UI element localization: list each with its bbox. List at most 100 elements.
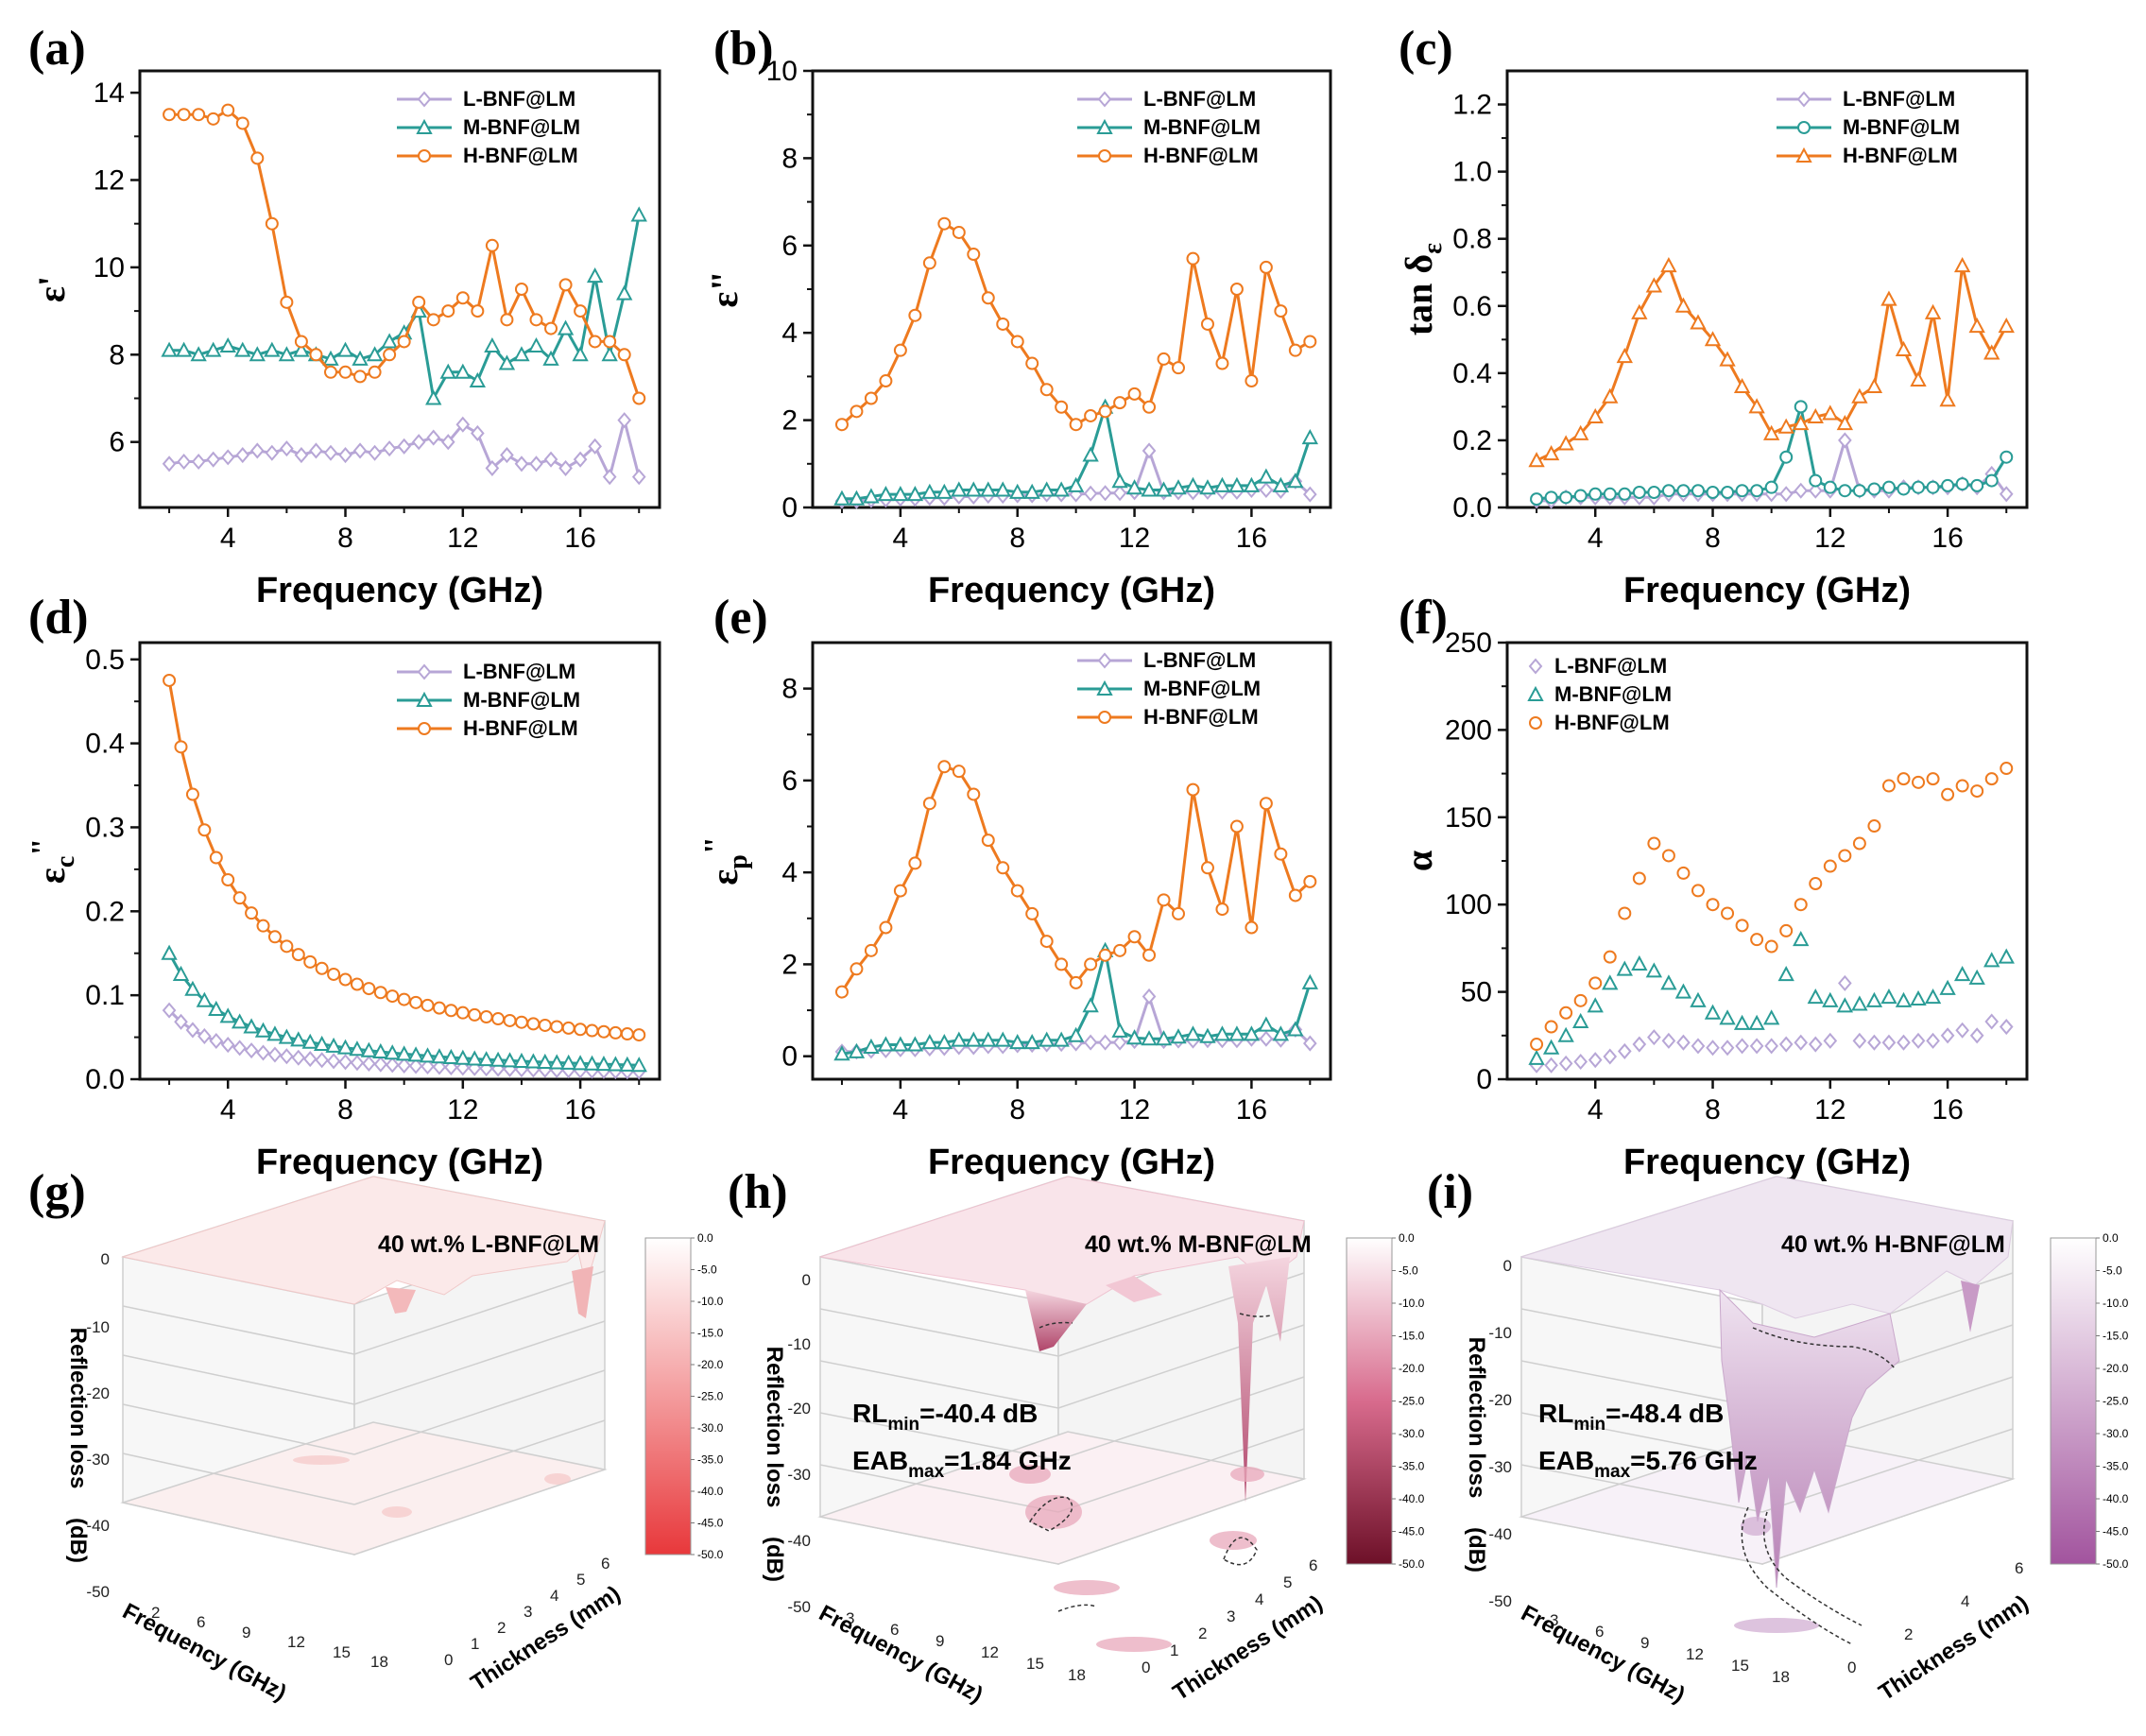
data-point-H-BNF@LM xyxy=(879,374,893,388)
data-point-H-BNF@LM xyxy=(632,391,646,405)
colorbar-tick-label: -5.0 xyxy=(2103,1264,2122,1278)
data-point-M-BNF@LM xyxy=(1023,483,1040,499)
x-tick-label: 16 xyxy=(1236,523,1267,554)
legend-marker xyxy=(1097,91,1112,108)
data-point-H-BNF@LM xyxy=(1647,836,1661,851)
data-point-H-BNF@LM xyxy=(1603,950,1617,964)
h-eab-value: =1.84 GHz xyxy=(944,1446,1072,1475)
data-point-M-BNF@LM xyxy=(1851,995,1868,1011)
h-rl-value: =-40.4 dB xyxy=(919,1399,1038,1428)
data-point-H-BNF@LM xyxy=(471,304,485,318)
colorbar-tick-label: -45.0 xyxy=(2103,1525,2129,1538)
h-xtick: 15 xyxy=(1026,1655,1044,1673)
i-xtick: 9 xyxy=(1640,1634,1649,1652)
data-point-H-BNF@LM xyxy=(338,365,352,379)
data-point-M-BNF@LM xyxy=(1572,1012,1589,1029)
data-point-L-BNF@LM xyxy=(1838,974,1852,991)
data-point-M-BNF@LM xyxy=(1243,476,1261,492)
data-point-M-BNF@LM xyxy=(484,336,501,353)
x-tick-label: 8 xyxy=(1705,1094,1721,1126)
colorbar-tick-label: -5.0 xyxy=(697,1263,717,1277)
h-ztick: 0 xyxy=(802,1271,811,1289)
data-point-M-BNF@LM xyxy=(264,341,281,357)
g-surface xyxy=(121,1176,606,1305)
h-eab-sub: max xyxy=(908,1462,944,1482)
data-point-H-BNF@LM xyxy=(1069,975,1083,989)
data-point-L-BNF@LM xyxy=(529,455,543,473)
data-point-H-BNF@LM xyxy=(1924,303,1942,319)
data-point-L-BNF@LM xyxy=(373,1056,388,1073)
data-point-M-BNF@LM xyxy=(293,341,310,357)
data-point-H-BNF@LM xyxy=(444,1004,458,1018)
colorbar-tick-label: -50.0 xyxy=(1399,1557,1425,1571)
data-point-H-BNF@LM xyxy=(232,891,247,905)
data-point-H-BNF@LM xyxy=(952,225,966,239)
data-point-H-BNF@LM xyxy=(1836,415,1854,431)
legend-label: M-BNF@LM xyxy=(463,115,580,139)
i-zlabel: Reflection loss xyxy=(1464,1337,1489,1499)
panel-label-g: (g) xyxy=(28,1165,86,1219)
data-point-M-BNF@LM xyxy=(381,333,398,349)
data-point-H-BNF@LM xyxy=(163,673,177,687)
data-point-H-BNF@LM xyxy=(922,797,936,811)
data-point-M-BNF@LM xyxy=(1287,473,1304,489)
data-point-M-BNF@LM xyxy=(175,341,193,357)
data-point-M-BNF@LM xyxy=(1750,484,1764,498)
data-point-H-BNF@LM xyxy=(1010,884,1024,898)
data-point-H-BNF@LM xyxy=(294,335,308,349)
panel-a: (a) 4 8 12 16 6 8 10 12 14 Frequency (GHz) ε' L-BNF@… xyxy=(28,22,661,610)
data-point-H-BNF@LM xyxy=(327,967,341,981)
i-floor-contour-1 xyxy=(1741,1506,1853,1645)
data-point-H-BNF@LM xyxy=(455,291,470,305)
g-ztick: -30 xyxy=(86,1451,110,1469)
data-point-M-BNF@LM xyxy=(1793,931,1810,947)
data-point-H-BNF@LM xyxy=(1055,400,1069,414)
data-point-L-BNF@LM xyxy=(291,1049,306,1066)
data-point-H-BNF@LM xyxy=(1910,370,1927,387)
data-point-L-BNF@LM xyxy=(440,434,455,451)
data-point-M-BNF@LM xyxy=(161,341,178,357)
data-point-M-BNF@LM xyxy=(1910,989,1927,1006)
data-point-H-BNF@LM xyxy=(323,365,337,379)
data-point-L-BNF@LM xyxy=(368,444,382,461)
data-point-H-BNF@LM xyxy=(1721,906,1735,920)
legend-marker xyxy=(1529,716,1542,730)
h-rl-sub: min xyxy=(887,1415,919,1435)
data-point-L-BNF@LM xyxy=(543,451,558,468)
data-point-H-BNF@LM xyxy=(1542,445,1560,461)
data-point-M-BNF@LM xyxy=(266,1025,283,1041)
data-point-M-BNF@LM xyxy=(1779,450,1794,464)
data-point-H-BNF@LM xyxy=(383,348,397,362)
legend-marker xyxy=(417,91,432,108)
data-point-H-BNF@LM xyxy=(1113,396,1127,410)
y-tick-label: 200 xyxy=(1445,714,1492,746)
data-point-M-BNF@LM xyxy=(278,346,296,362)
data-point-H-BNF@LM xyxy=(1895,340,1913,356)
data-point-M-BNF@LM xyxy=(336,341,354,357)
h-xtick: 12 xyxy=(981,1643,999,1661)
plot-frame xyxy=(138,641,661,1081)
data-point-H-BNF@LM xyxy=(1200,317,1214,331)
data-point-L-BNF@LM xyxy=(244,1042,259,1059)
data-point-M-BNF@LM xyxy=(1881,480,1896,494)
colorbar-tick-label: -35.0 xyxy=(2103,1460,2129,1473)
data-point-M-BNF@LM xyxy=(572,346,589,362)
data-point-H-BNF@LM xyxy=(353,370,368,384)
data-point-H-BNF@LM xyxy=(1039,935,1054,949)
colorbar-tick-label: 0.0 xyxy=(1399,1231,1415,1245)
data-point-H-BNF@LM xyxy=(1631,303,1648,319)
data-point-L-BNF@LM xyxy=(1259,481,1274,499)
data-point-H-BNF@LM xyxy=(1142,400,1157,414)
panel-e: (e) 4 8 12 16 0 2 4 6 8 Frequency (GHz) εp" L-BNF@LM… xyxy=(698,591,1332,1182)
i-ztick: -30 xyxy=(1488,1458,1512,1476)
data-point-H-BNF@LM xyxy=(538,1018,552,1032)
data-point-H-BNF@LM xyxy=(1098,404,1112,419)
series-line-H-BNF@LM xyxy=(840,221,1312,427)
data-point-H-BNF@LM xyxy=(1229,283,1244,296)
data-point-H-BNF@LM xyxy=(550,1020,564,1034)
data-point-M-BNF@LM xyxy=(1983,952,2000,968)
data-point-L-BNF@LM xyxy=(162,1002,177,1019)
data-point-H-BNF@LM xyxy=(1880,290,1897,306)
data-point-H-BNF@LM xyxy=(981,834,995,848)
data-point-H-BNF@LM xyxy=(368,365,382,379)
